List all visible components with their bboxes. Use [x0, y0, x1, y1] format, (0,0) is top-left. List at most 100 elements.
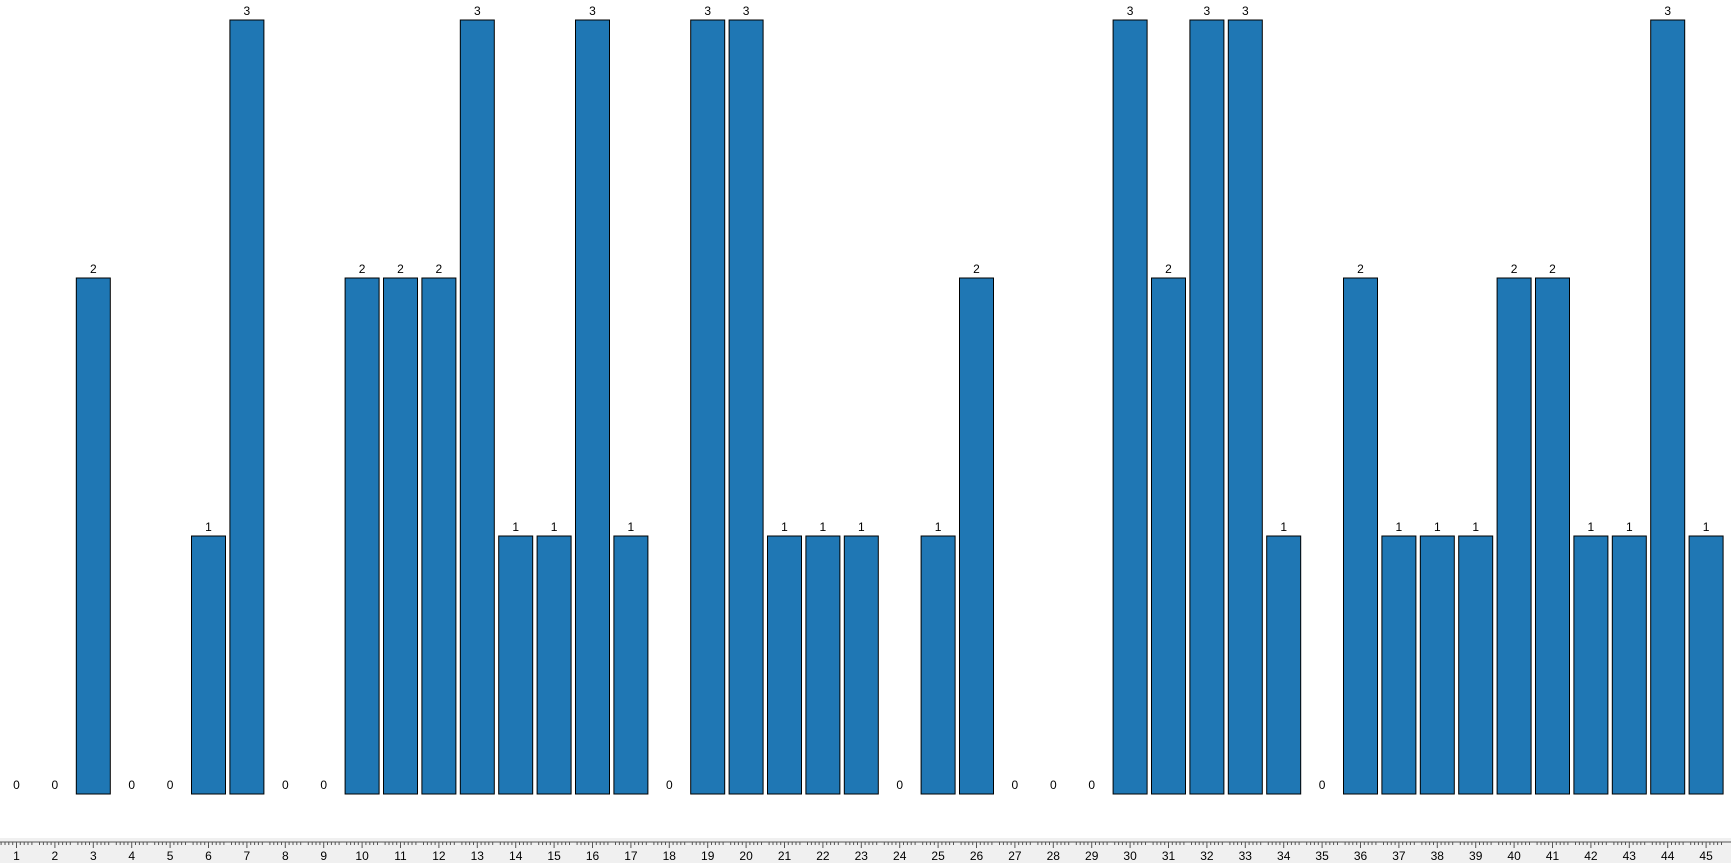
- data-label-27: 0: [1012, 778, 1019, 792]
- data-label-40: 2: [1511, 262, 1518, 276]
- x-tick-label-11: 11: [394, 849, 407, 863]
- x-tick-label-8: 8: [282, 849, 289, 863]
- bar-10: [344, 277, 380, 795]
- x-tick-label-17: 17: [624, 849, 638, 863]
- x-tick-label-40: 40: [1507, 849, 1521, 863]
- data-label-5: 0: [167, 778, 174, 792]
- data-label-29: 0: [1088, 778, 1095, 792]
- data-label-22: 1: [820, 520, 827, 534]
- data-label-39: 1: [1472, 520, 1479, 534]
- x-tick-label-3: 3: [90, 849, 97, 863]
- data-label-26: 2: [973, 262, 980, 276]
- x-tick-label-24: 24: [893, 849, 907, 863]
- x-tick-label-14: 14: [509, 849, 523, 863]
- bar-3: [75, 277, 111, 795]
- x-tick-label-12: 12: [432, 849, 446, 863]
- bar-15: [536, 535, 572, 795]
- bar-42: [1573, 535, 1609, 795]
- bar-21: [767, 535, 802, 795]
- bar-43: [1611, 535, 1647, 795]
- bar-31: [1151, 277, 1186, 795]
- data-label-25: 1: [935, 520, 942, 534]
- data-label-24: 0: [896, 778, 903, 792]
- data-label-18: 0: [666, 778, 673, 792]
- x-tick-label-37: 37: [1392, 849, 1406, 863]
- data-label-42: 1: [1588, 520, 1595, 534]
- bar-23: [843, 535, 879, 795]
- x-tick-label-23: 23: [855, 849, 869, 863]
- data-label-41: 2: [1549, 262, 1556, 276]
- x-tick-label-20: 20: [739, 849, 753, 863]
- data-label-14: 1: [512, 520, 519, 534]
- bar-45: [1688, 535, 1724, 795]
- x-tick-label-34: 34: [1277, 849, 1291, 863]
- x-tick-label-22: 22: [816, 849, 830, 863]
- x-tick-label-36: 36: [1354, 849, 1368, 863]
- x-tick-label-35: 35: [1315, 849, 1329, 863]
- data-label-44: 3: [1664, 4, 1671, 18]
- data-label-23: 1: [858, 520, 865, 534]
- data-label-9: 0: [320, 778, 327, 792]
- data-label-19: 3: [704, 4, 711, 18]
- bar-37: [1381, 535, 1417, 795]
- data-label-3: 2: [90, 262, 97, 276]
- x-tick-label-43: 43: [1623, 849, 1637, 863]
- bar-30: [1112, 19, 1148, 795]
- data-label-33: 3: [1242, 4, 1249, 18]
- bar-44: [1650, 19, 1686, 795]
- bar-22: [805, 535, 841, 795]
- bar-20: [728, 19, 764, 795]
- x-tick-label-18: 18: [663, 849, 677, 863]
- x-tick-label-30: 30: [1123, 849, 1137, 863]
- data-label-17: 1: [628, 520, 635, 534]
- bar-6: [191, 535, 226, 795]
- x-tick-label-29: 29: [1085, 849, 1099, 863]
- x-tick-label-45: 45: [1699, 849, 1713, 863]
- data-label-7: 3: [244, 4, 251, 18]
- x-tick-label-4: 4: [128, 849, 135, 863]
- x-tick-label-9: 9: [320, 849, 327, 863]
- data-label-13: 3: [474, 4, 481, 18]
- x-tick-label-41: 41: [1546, 849, 1560, 863]
- x-tick-label-32: 32: [1200, 849, 1214, 863]
- x-tick-label-33: 33: [1239, 849, 1253, 863]
- x-tick-label-16: 16: [586, 849, 600, 863]
- data-label-15: 1: [551, 520, 558, 534]
- data-label-38: 1: [1434, 520, 1441, 534]
- data-label-16: 3: [589, 4, 596, 18]
- data-label-12: 2: [436, 262, 443, 276]
- bar-41: [1535, 277, 1570, 795]
- bar-25: [920, 535, 956, 795]
- bar-26: [959, 277, 994, 795]
- data-label-36: 2: [1357, 262, 1364, 276]
- data-label-20: 3: [743, 4, 750, 18]
- data-label-8: 0: [282, 778, 289, 792]
- x-tick-label-39: 39: [1469, 849, 1483, 863]
- x-tick-label-27: 27: [1008, 849, 1022, 863]
- x-tick-label-26: 26: [970, 849, 984, 863]
- data-label-31: 2: [1165, 262, 1172, 276]
- data-label-34: 1: [1280, 520, 1287, 534]
- data-label-10: 2: [359, 262, 366, 276]
- bar-13: [459, 19, 495, 795]
- x-tick-label-28: 28: [1047, 849, 1061, 863]
- data-label-21: 1: [781, 520, 788, 534]
- bar-39: [1458, 535, 1494, 795]
- x-tick-label-31: 31: [1162, 849, 1176, 863]
- bar-36: [1343, 277, 1378, 795]
- bar-32: [1189, 19, 1225, 795]
- x-axis-ticks: 1 2 3 4 5 6 7 8 9 10 11 12 13 14 15 16 17 18 19 20 21 22 23 24 2…: [0, 841, 1731, 863]
- bar-14: [498, 535, 534, 795]
- x-tick-label-42: 42: [1584, 849, 1598, 863]
- bar-33: [1227, 19, 1263, 795]
- data-labels-layer: 0 0 2 0 0 1 3 0 0 2 2 2 3 1 1 3 1 0 3 3 1 1 1 0 1 2 0 0 0 3 2 3 3 1 0 2 1 1 1 2…: [13, 4, 1710, 792]
- data-label-2: 0: [52, 778, 59, 792]
- bar-38: [1419, 535, 1455, 795]
- bar-12: [421, 277, 457, 795]
- data-label-35: 0: [1319, 778, 1326, 792]
- data-label-45: 1: [1703, 520, 1710, 534]
- data-label-4: 0: [128, 778, 135, 792]
- data-label-37: 1: [1396, 520, 1403, 534]
- x-tick-label-21: 21: [778, 849, 792, 863]
